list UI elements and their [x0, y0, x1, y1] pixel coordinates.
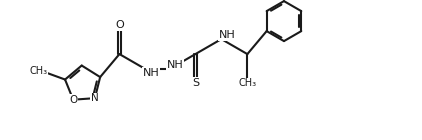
Text: CH₃: CH₃	[29, 66, 47, 76]
Text: CH₃: CH₃	[238, 78, 257, 88]
Text: O: O	[69, 95, 77, 105]
Text: S: S	[192, 78, 199, 88]
Text: NH: NH	[143, 68, 159, 78]
Text: NH: NH	[219, 30, 235, 40]
Text: O: O	[115, 20, 124, 30]
Text: NH: NH	[167, 60, 183, 70]
Text: N: N	[91, 93, 99, 103]
